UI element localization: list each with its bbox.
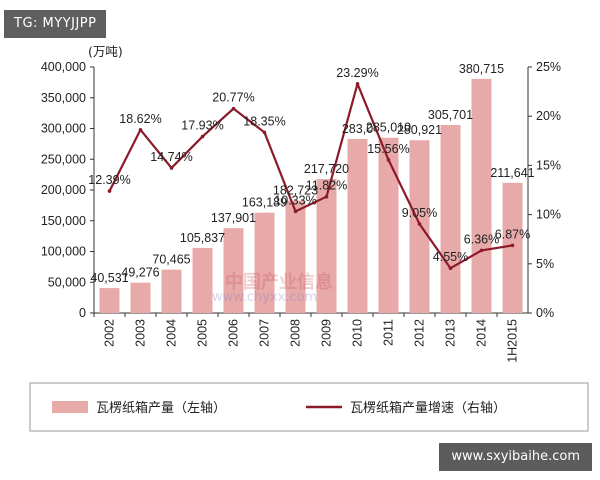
watermark-cn: 中国产业信息 (225, 272, 333, 293)
y-tick-label: 100,000 (41, 245, 86, 259)
growth-line (108, 82, 513, 270)
y2-tick-label: 5% (536, 257, 554, 271)
x-tick-label: 2008 (289, 319, 303, 347)
bar (223, 228, 244, 313)
y-tick-label: 300,000 (41, 122, 86, 136)
y-tick-label: 200,000 (41, 183, 86, 197)
bar (347, 138, 368, 313)
bar-value-label: 137,901 (211, 211, 256, 225)
y-tick-label: 50,000 (48, 275, 86, 289)
bar-value-label: 285,010 (366, 121, 411, 135)
bar (440, 124, 461, 313)
y-tick-label: 0 (79, 306, 86, 320)
bar-value-label: 217,720 (304, 162, 349, 176)
x-tick-label: 2011 (382, 319, 396, 346)
y-tick-label: 350,000 (41, 91, 86, 105)
bar-value-label: 105,837 (180, 231, 225, 245)
bar-value-label: 70,465 (152, 253, 190, 267)
growth-point (169, 166, 174, 170)
bar-value-label: 163,189 (242, 196, 287, 210)
watermark-tag: TG: MYYJJPP (4, 10, 107, 38)
growth-point (479, 248, 484, 253)
y2-tick-label: 20% (536, 109, 561, 123)
legend-bar-label: 瓦楞纸箱产量（左轴） (96, 400, 226, 416)
x-tick-label: 2007 (258, 319, 272, 347)
line-value-label: 4.55% (433, 250, 468, 264)
growth-point (448, 266, 453, 271)
x-tick-label: 1H2015 (506, 319, 520, 363)
line-value-label: 17.93% (181, 119, 223, 133)
bar-value-label: 280,921 (397, 123, 442, 137)
x-tick-label: 2009 (320, 319, 334, 347)
site-tag: www.sxyibaihe.com (439, 443, 592, 471)
x-tick-label: 2004 (165, 319, 179, 347)
growth-point (138, 127, 143, 132)
line-value-label: 18.62% (119, 112, 161, 126)
legend-bar-swatch (52, 401, 88, 413)
y-tick-label: 250,000 (41, 152, 86, 166)
bar-value-label: 211,641 (490, 166, 534, 180)
x-tick-label: 2002 (103, 319, 117, 347)
y2-tick-label: 0% (536, 306, 554, 320)
line-value-label: 10.33% (274, 193, 316, 207)
growth-point (386, 158, 391, 162)
growth-point (324, 194, 329, 199)
x-tick-label: 2005 (196, 319, 210, 347)
bar (316, 179, 337, 313)
x-tick-label: 2014 (475, 319, 489, 347)
growth-point (355, 82, 360, 86)
line-value-label: 18.35% (243, 114, 285, 128)
bar (471, 78, 492, 313)
growth-point (200, 134, 205, 139)
y-tick-label: 150,000 (41, 214, 86, 228)
bar-value-label: 40,531 (90, 271, 128, 285)
watermark-url: www.chyxx.com (212, 290, 318, 305)
growth-point (262, 130, 267, 135)
line-value-label: 15.56% (367, 142, 409, 156)
bar (378, 137, 399, 313)
bar (409, 140, 430, 313)
line-value-label: 20.77% (212, 91, 254, 105)
bar (285, 200, 306, 313)
growth-point (417, 222, 422, 226)
growth-point (293, 209, 298, 214)
line-value-label: 23.29% (336, 66, 378, 80)
bar (161, 269, 182, 313)
bar-value-label: 283,0 (342, 122, 373, 136)
bar-value-label: 182,723 (273, 184, 318, 198)
bar (502, 182, 523, 313)
x-tick-label: 2006 (227, 319, 241, 347)
line-value-label: 14.74% (150, 150, 192, 164)
bar-value-label: 380,715 (459, 62, 504, 76)
line-value-label: 11.82% (306, 179, 347, 193)
legend-line-label: 瓦楞纸箱产量增速（右轴） (350, 400, 506, 416)
growth-point (231, 106, 236, 111)
bar (130, 282, 151, 313)
x-tick-label: 2013 (444, 319, 458, 347)
bar (254, 212, 275, 313)
growth-point (510, 243, 515, 248)
y-axis-unit: (万吨) (88, 44, 123, 59)
line-value-label: 9.05% (402, 206, 437, 220)
bar (99, 288, 120, 313)
x-tick-label: 2012 (413, 319, 427, 347)
legend-box (29, 382, 589, 432)
x-tick-label: 2010 (351, 319, 365, 347)
x-tick-label: 2003 (134, 319, 148, 347)
line-value-label: 12.39% (88, 173, 130, 187)
y2-tick-label: 15% (536, 158, 561, 172)
line-value-label: 6.36% (464, 232, 499, 246)
y2-tick-label: 25% (536, 60, 561, 74)
growth-point (107, 189, 112, 193)
bar-value-label: 305,701 (428, 108, 473, 122)
y-tick-label: 400,000 (41, 60, 86, 74)
bar-value-label: 49,276 (121, 266, 159, 280)
y2-tick-label: 10% (536, 208, 561, 222)
line-value-label: 6.87% (495, 227, 530, 241)
bar (192, 247, 213, 313)
